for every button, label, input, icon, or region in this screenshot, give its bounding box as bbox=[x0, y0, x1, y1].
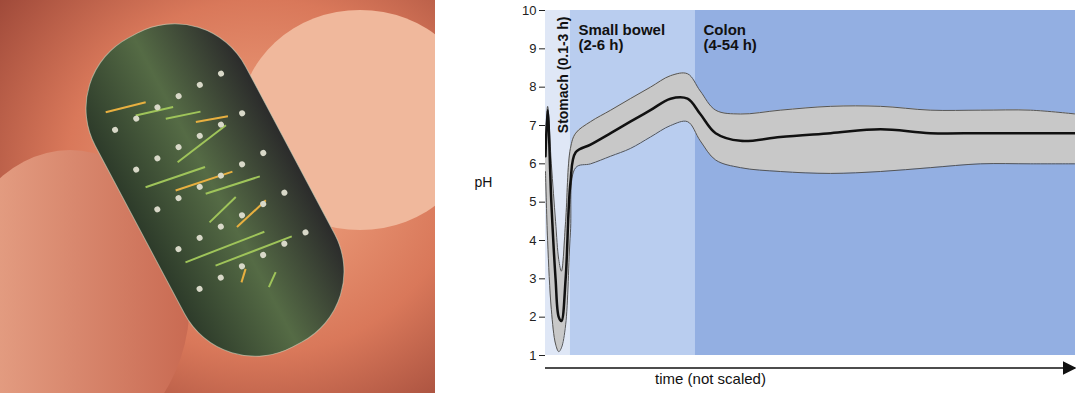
svg-text:Colon(4-54 h): Colon(4-54 h) bbox=[703, 21, 756, 53]
svg-text:5: 5 bbox=[529, 194, 536, 209]
svg-text:pH: pH bbox=[475, 174, 493, 190]
svg-text:6: 6 bbox=[529, 156, 536, 171]
svg-text:4: 4 bbox=[529, 233, 536, 248]
svg-text:10: 10 bbox=[522, 3, 536, 18]
svg-text:Stomach (0.1-3 h): Stomach (0.1-3 h) bbox=[555, 17, 571, 134]
svg-text:1: 1 bbox=[529, 348, 536, 363]
svg-text:7: 7 bbox=[529, 118, 536, 133]
svg-text:time (not scaled): time (not scaled) bbox=[655, 370, 766, 387]
svg-text:2: 2 bbox=[529, 309, 536, 324]
svg-text:9: 9 bbox=[529, 41, 536, 56]
svg-text:8: 8 bbox=[529, 79, 536, 94]
svg-text:3: 3 bbox=[529, 271, 536, 286]
svg-text:Small bowel(2-6 h): Small bowel(2-6 h) bbox=[578, 21, 665, 53]
